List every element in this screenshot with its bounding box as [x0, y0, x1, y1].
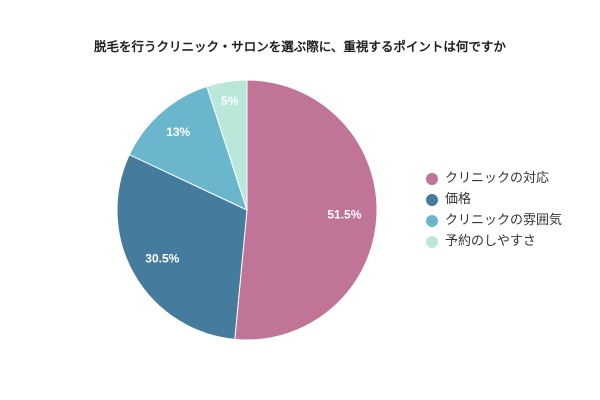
- chart-title: 脱毛を行うクリニック・サロンを選ぶ際に、重視するポイントは何ですか: [94, 39, 506, 54]
- pie-slice-1: [234, 79, 378, 341]
- legend-label: クリニックの対応: [445, 170, 550, 186]
- pie-slice-4: [206, 79, 248, 211]
- legend-swatch: [426, 172, 438, 185]
- pie-slice-2: [116, 153, 248, 340]
- pie-data-label-2: 30.5%: [145, 251, 179, 265]
- legend: クリニックの対応 価格 クリニックの雰囲気 予約のしやすさ: [426, 168, 562, 252]
- legend-item: 予約のしやすさ: [426, 231, 562, 252]
- pie-data-label-4: 5%: [221, 94, 239, 108]
- legend-item: クリニックの対応: [426, 168, 562, 189]
- legend-label: クリニックの雰囲気: [445, 212, 563, 228]
- pie-data-label-1: 51.5%: [327, 208, 361, 222]
- legend-item: 価格: [426, 189, 562, 210]
- pie-data-label-3: 13%: [166, 125, 190, 139]
- legend-swatch: [426, 214, 438, 227]
- legend-swatch: [426, 193, 438, 206]
- legend-label: 価格: [445, 191, 472, 207]
- pie-data-labels: 51.5% 30.5% 13% 5%: [145, 94, 361, 265]
- pie-slices: [116, 79, 378, 341]
- legend-label: 予約のしやすさ: [445, 233, 536, 249]
- legend-item: クリニックの雰囲気: [426, 210, 562, 231]
- legend-swatch: [426, 235, 438, 248]
- pie-slice-3: [128, 85, 248, 211]
